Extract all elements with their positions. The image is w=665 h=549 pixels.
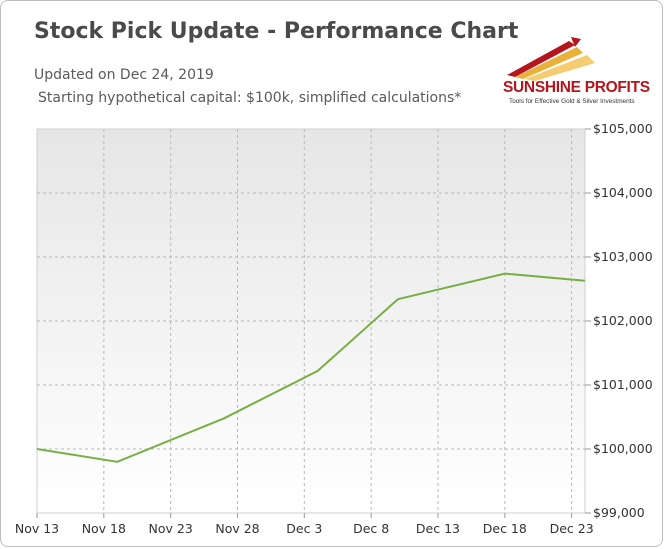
y-tick-label: $101,000 xyxy=(593,377,653,392)
series-line xyxy=(36,272,586,463)
x-tick-label: Dec 3 xyxy=(286,521,322,536)
x-tick-label: Dec 13 xyxy=(416,521,460,536)
x-tick-label: Nov 13 xyxy=(15,521,59,536)
grid-lines xyxy=(37,129,585,513)
x-tick-label: Dec 23 xyxy=(550,521,594,536)
logo-swoosh-icon xyxy=(507,37,595,81)
x-tick-label: Dec 8 xyxy=(353,521,389,536)
y-tick-label: $104,000 xyxy=(593,185,653,200)
x-tick-label: Nov 23 xyxy=(149,521,193,536)
plot-area xyxy=(36,128,586,514)
y-tick-label: $105,000 xyxy=(593,121,653,136)
updated-date: Updated on Dec 24, 2019 xyxy=(34,67,214,83)
x-tick-label: Nov 28 xyxy=(215,521,259,536)
x-tick-label: Nov 18 xyxy=(82,521,126,536)
capital-note: Starting hypothetical capital: $100k, si… xyxy=(38,90,462,106)
sunshine-profits-logo: SUNSHINE PROFITS Tools for Effective Gol… xyxy=(501,35,650,109)
logo-name: SUNSHINE PROFITS xyxy=(503,79,650,96)
y-axis-ticks: $99,000 $100,000 $101,000 $102,000 $103,000 $… xyxy=(585,121,653,520)
page-title: Stock Pick Update - Performance Chart xyxy=(34,19,519,44)
x-axis-ticks: Nov 13 Nov 18 Nov 23 Nov 28 Dec 3 Dec 8 Dec 13… xyxy=(15,513,594,536)
logo-tagline: Tools for Effective Gold & Silver Invest… xyxy=(509,98,635,105)
y-tick-label: $99,000 xyxy=(593,505,645,520)
y-tick-label: $103,000 xyxy=(593,249,653,264)
y-tick-label: $102,000 xyxy=(593,313,653,328)
x-tick-label: Dec 18 xyxy=(483,521,527,536)
series-layer xyxy=(36,272,586,463)
y-tick-label: $100,000 xyxy=(593,441,653,456)
